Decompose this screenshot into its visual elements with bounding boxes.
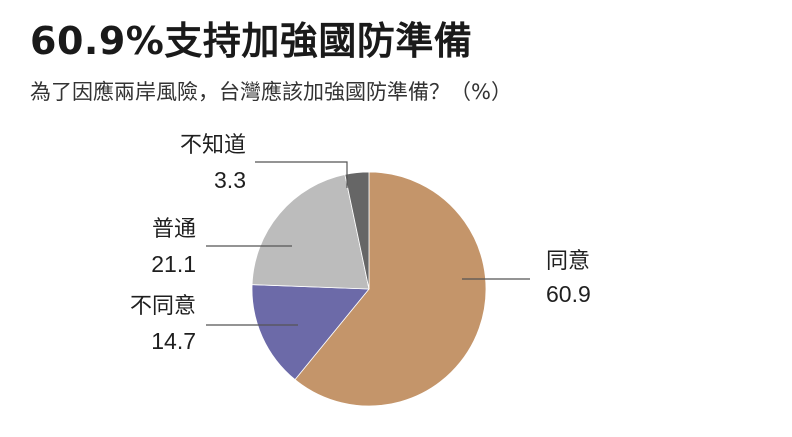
slice-labels: 同意 60.9 不同意 14.7 普通 21.1 不知道 3.3 xyxy=(130,133,591,354)
leader-lines xyxy=(206,161,530,326)
slice-label-disagree: 不同意 xyxy=(130,294,196,319)
pie-slice-neutral xyxy=(251,174,370,290)
slice-label-neutral: 普通 xyxy=(152,217,196,242)
slice-value-neutral: 21.1 xyxy=(151,251,196,277)
slice-label-agree: 同意 xyxy=(546,249,590,274)
pie-slice-unknown xyxy=(344,171,370,290)
slice-label-unknown: 不知道 xyxy=(180,133,246,158)
chart-title: 60.9%支持加強國防準備 xyxy=(30,19,473,63)
slice-value-unknown: 3.3 xyxy=(214,167,246,193)
pie-slice-disagree xyxy=(251,284,370,381)
pie-slices xyxy=(251,171,487,407)
slice-value-agree: 60.9 xyxy=(546,281,591,307)
pie-slice-agree xyxy=(294,171,487,407)
slice-value-disagree: 14.7 xyxy=(151,328,196,354)
chart-subtitle: 為了因應兩岸風險，台灣應該加強國防準備？（%） xyxy=(30,80,512,104)
leader-line-unknown xyxy=(255,161,348,188)
